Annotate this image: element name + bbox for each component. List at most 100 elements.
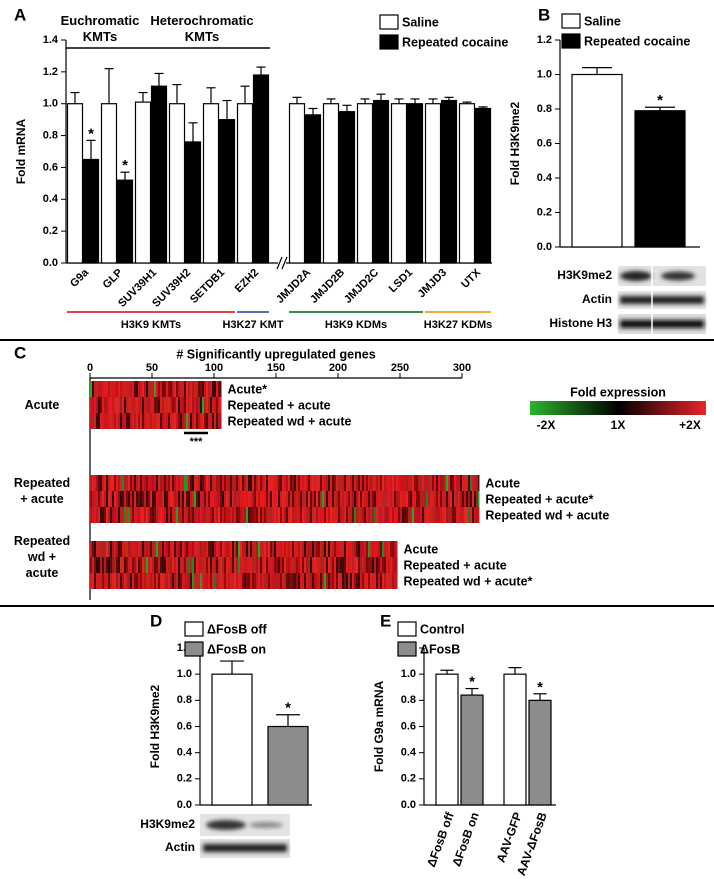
heatmap-cell xyxy=(182,491,184,507)
heatmap-cell xyxy=(460,507,462,523)
heatmap-cell xyxy=(176,507,178,523)
bar xyxy=(66,103,84,264)
bar xyxy=(390,103,408,264)
heatmap-cell xyxy=(142,413,144,429)
heatmap-cell xyxy=(144,573,146,589)
heatmap-cell xyxy=(256,573,258,589)
heatmap-cell xyxy=(198,397,200,413)
heatmap-cell xyxy=(320,573,322,589)
heatmap-cell xyxy=(382,541,384,557)
heatmap-cell xyxy=(116,413,118,429)
heatmap-cell xyxy=(100,491,102,507)
heatmap-cell xyxy=(366,491,368,507)
x-tick-label: JMJD2B xyxy=(308,267,347,306)
heatmap-cell xyxy=(344,491,346,507)
y-tick-label: 0.0 xyxy=(537,241,552,253)
heatmap-cell xyxy=(104,541,106,557)
heatmap-cell xyxy=(200,413,202,429)
heatmap-cell xyxy=(124,573,126,589)
heatmap-cell xyxy=(254,573,256,589)
heatmap-cell xyxy=(258,491,260,507)
heatmap-cell xyxy=(122,397,124,413)
heatmap-cell xyxy=(94,557,96,573)
heatmap-cell xyxy=(284,475,286,491)
heatmap-cell xyxy=(312,475,314,491)
heatmap-cell xyxy=(352,507,354,523)
heatmap-cell xyxy=(120,397,122,413)
heatmap-cell xyxy=(310,557,312,573)
heatmap-cell xyxy=(260,507,262,523)
heatmap-cell xyxy=(254,541,256,557)
heatmap-cell xyxy=(406,475,408,491)
heatmap-cell xyxy=(372,507,374,523)
heatmap-cell xyxy=(314,573,316,589)
heatmap-cell xyxy=(424,507,426,523)
heatmap-cell xyxy=(348,475,350,491)
heatmap-cell xyxy=(332,573,334,589)
heatmap-cell xyxy=(300,557,302,573)
heatmap-cell xyxy=(110,397,112,413)
heatmap-cell xyxy=(412,475,414,491)
row-label: Repeated wd + acute* xyxy=(404,574,533,588)
heatmap-cell xyxy=(142,475,144,491)
heatmap-cell xyxy=(168,397,170,413)
heatmap-cell xyxy=(338,541,340,557)
heatmap-cell xyxy=(322,475,324,491)
heatmap-cell xyxy=(400,491,402,507)
x-tick-label: 100 xyxy=(205,362,223,374)
heatmap-cell xyxy=(182,475,184,491)
heatmap-cell xyxy=(370,573,372,589)
axis-break xyxy=(276,256,288,270)
legend-swatch xyxy=(397,621,417,637)
heatmap-cell xyxy=(332,541,334,557)
heatmap-cell xyxy=(292,541,294,557)
bar xyxy=(252,74,270,264)
heatmap-cell xyxy=(138,475,140,491)
heatmap-cell xyxy=(204,507,206,523)
heatmap-cell xyxy=(438,507,440,523)
heatmap-cell xyxy=(276,507,278,523)
heatmap-cell xyxy=(378,541,380,557)
heatmap-cell xyxy=(160,557,162,573)
heatmap-cell xyxy=(230,475,232,491)
heatmap-cell xyxy=(356,557,358,573)
heatmap-cell xyxy=(214,491,216,507)
heatmap-cell xyxy=(444,491,446,507)
heatmap-cell xyxy=(328,573,330,589)
heatmap-cell xyxy=(158,541,160,557)
heatmap-cell xyxy=(440,475,442,491)
heatmap-cell xyxy=(286,541,288,557)
family-label: H3K27 KDMs xyxy=(424,319,492,331)
heatmap-cell xyxy=(154,475,156,491)
heatmap-cell xyxy=(274,557,276,573)
heatmap-cell xyxy=(148,573,150,589)
heatmap-cell xyxy=(280,541,282,557)
heatmap-cell xyxy=(146,397,148,413)
bar xyxy=(372,99,390,264)
heatmap-cell xyxy=(380,491,382,507)
heatmap-cell xyxy=(220,397,222,413)
heatmap-cell xyxy=(350,557,352,573)
heatmap-cell xyxy=(238,573,240,589)
heatmap-cell xyxy=(284,573,286,589)
heatmap-cell xyxy=(150,381,152,397)
heatmap-cell xyxy=(158,413,160,429)
heatmap-cell xyxy=(122,573,124,589)
heatmap-cell xyxy=(124,557,126,573)
significance-star: * xyxy=(537,679,543,696)
heatmap-cell xyxy=(246,573,248,589)
heatmap-cell xyxy=(180,381,182,397)
heatmap-cell xyxy=(264,491,266,507)
heatmap-cell xyxy=(160,491,162,507)
heatmap-cell xyxy=(360,557,362,573)
heatmap-cell xyxy=(408,507,410,523)
heatmap-cell xyxy=(356,541,358,557)
heatmap-cell xyxy=(136,507,138,523)
heatmap-cell xyxy=(186,491,188,507)
heatmap-cell xyxy=(168,507,170,523)
bar xyxy=(424,103,442,264)
heatmap-cell xyxy=(192,541,194,557)
heatmap-cell xyxy=(208,557,210,573)
heatmap-cell xyxy=(198,557,200,573)
heatmap-cell xyxy=(402,491,404,507)
